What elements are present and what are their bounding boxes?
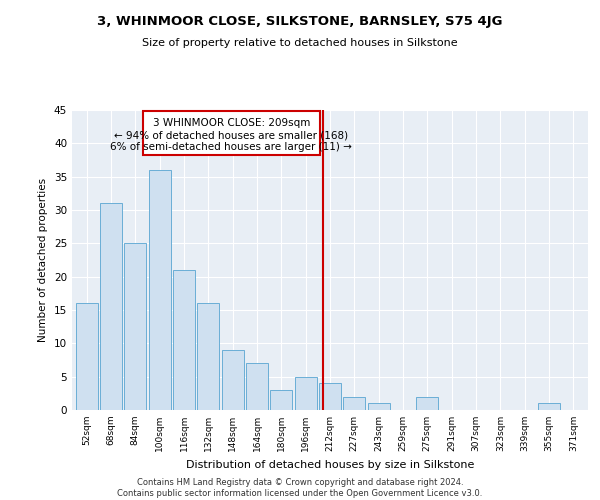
Bar: [319, 384, 341, 410]
Bar: [173, 270, 195, 410]
Bar: [76, 304, 98, 410]
Bar: [124, 244, 146, 410]
Bar: [295, 376, 317, 410]
FancyBboxPatch shape: [143, 112, 320, 156]
Bar: [416, 396, 439, 410]
Bar: [368, 404, 389, 410]
Y-axis label: Number of detached properties: Number of detached properties: [38, 178, 49, 342]
Text: ← 94% of detached houses are smaller (168): ← 94% of detached houses are smaller (16…: [115, 130, 349, 140]
Bar: [197, 304, 219, 410]
Bar: [271, 390, 292, 410]
Text: Size of property relative to detached houses in Silkstone: Size of property relative to detached ho…: [142, 38, 458, 48]
Bar: [100, 204, 122, 410]
Bar: [343, 396, 365, 410]
Text: 6% of semi-detached houses are larger (11) →: 6% of semi-detached houses are larger (1…: [110, 142, 352, 152]
Bar: [149, 170, 170, 410]
Bar: [221, 350, 244, 410]
Bar: [538, 404, 560, 410]
Text: 3 WHINMOOR CLOSE: 209sqm: 3 WHINMOOR CLOSE: 209sqm: [153, 118, 310, 128]
X-axis label: Distribution of detached houses by size in Silkstone: Distribution of detached houses by size …: [186, 460, 474, 469]
Text: Contains HM Land Registry data © Crown copyright and database right 2024.
Contai: Contains HM Land Registry data © Crown c…: [118, 478, 482, 498]
Bar: [246, 364, 268, 410]
Text: 3, WHINMOOR CLOSE, SILKSTONE, BARNSLEY, S75 4JG: 3, WHINMOOR CLOSE, SILKSTONE, BARNSLEY, …: [97, 15, 503, 28]
